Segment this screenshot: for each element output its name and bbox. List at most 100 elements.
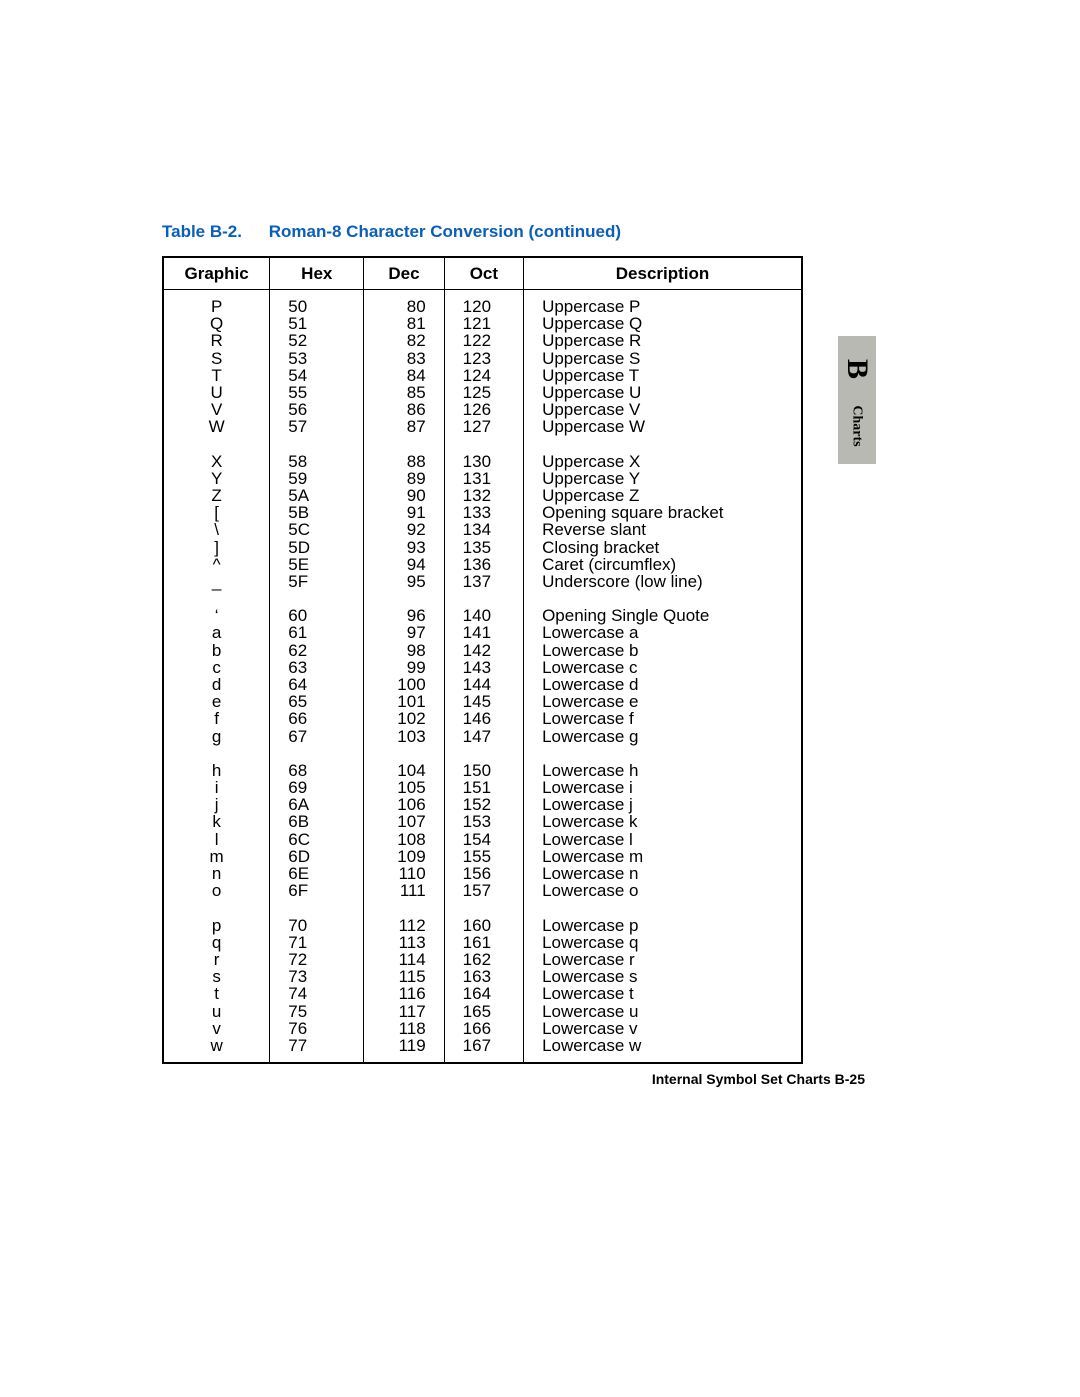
table-row: j6A106152Lowercase j bbox=[163, 796, 802, 813]
cell-oct: 141 bbox=[445, 624, 523, 641]
cell-desc: Lowercase t bbox=[524, 985, 801, 1002]
cell-graphic: j bbox=[164, 796, 269, 813]
cell-desc: Uppercase W bbox=[524, 418, 801, 435]
col-header-dec: Dec bbox=[364, 257, 444, 290]
cell-dec: 96 bbox=[364, 607, 443, 624]
cell-hex: 77 bbox=[270, 1037, 363, 1054]
side-tab-label: Charts bbox=[849, 405, 865, 446]
cell-graphic: _ bbox=[164, 573, 269, 590]
cell-oct: 166 bbox=[445, 1020, 523, 1037]
table-row: T5484124Uppercase T bbox=[163, 367, 802, 384]
table-row: m6D109155Lowercase m bbox=[163, 848, 802, 865]
cell-graphic: r bbox=[164, 951, 269, 968]
table-row: s73115163Lowercase s bbox=[163, 968, 802, 985]
cell-desc: Uppercase X bbox=[524, 453, 801, 470]
cell-dec: 101 bbox=[364, 693, 443, 710]
table-row: n6E110156Lowercase n bbox=[163, 865, 802, 882]
cell-graphic: V bbox=[164, 401, 269, 418]
table-row: Q5181121Uppercase Q bbox=[163, 315, 802, 332]
cell-dec: 117 bbox=[364, 1003, 443, 1020]
cell-hex: 54 bbox=[270, 367, 363, 384]
cell-graphic: Q bbox=[164, 315, 269, 332]
cell-graphic: ^ bbox=[164, 556, 269, 573]
cell-dec: 80 bbox=[364, 298, 443, 315]
table-row: V5686126Uppercase V bbox=[163, 401, 802, 418]
cell-dec: 116 bbox=[364, 985, 443, 1002]
cell-hex: 57 bbox=[270, 418, 363, 435]
table-header-row: Graphic Hex Dec Oct Description bbox=[163, 257, 802, 290]
cell-dec: 97 bbox=[364, 624, 443, 641]
cell-dec: 112 bbox=[364, 917, 443, 934]
table-row: Z5A90132Uppercase Z bbox=[163, 487, 802, 504]
cell-graphic: W bbox=[164, 418, 269, 435]
cell-graphic: a bbox=[164, 624, 269, 641]
cell-oct: 153 bbox=[445, 813, 523, 830]
cell-desc: Lowercase r bbox=[524, 951, 801, 968]
cell-desc: Lowercase u bbox=[524, 1003, 801, 1020]
cell-graphic: f bbox=[164, 710, 269, 727]
cell-hex: 5A bbox=[270, 487, 363, 504]
cell-dec: 109 bbox=[364, 848, 443, 865]
cell-oct: 163 bbox=[445, 968, 523, 985]
cell-hex: 6A bbox=[270, 796, 363, 813]
cell-desc: Lowercase f bbox=[524, 710, 801, 727]
table-row: c6399143Lowercase c bbox=[163, 659, 802, 676]
cell-desc: Reverse slant bbox=[524, 521, 801, 538]
cell-dec: 113 bbox=[364, 934, 443, 951]
table-row: p70112160Lowercase p bbox=[163, 917, 802, 934]
table-caption-title: Roman-8 Character Conversion (continued) bbox=[269, 222, 621, 241]
cell-desc: Lowercase g bbox=[524, 728, 801, 745]
cell-desc: Uppercase U bbox=[524, 384, 801, 401]
cell-dec: 102 bbox=[364, 710, 443, 727]
cell-desc: Lowercase b bbox=[524, 642, 801, 659]
table-row: a6197141Lowercase a bbox=[163, 624, 802, 641]
cell-oct: 143 bbox=[445, 659, 523, 676]
cell-oct: 121 bbox=[445, 315, 523, 332]
cell-dec: 119 bbox=[364, 1037, 443, 1054]
cell-hex: 70 bbox=[270, 917, 363, 934]
table-row: l6C108154Lowercase l bbox=[163, 831, 802, 848]
cell-oct: 161 bbox=[445, 934, 523, 951]
cell-desc: Lowercase v bbox=[524, 1020, 801, 1037]
table-row: i69105151Lowercase i bbox=[163, 779, 802, 796]
cell-oct: 144 bbox=[445, 676, 523, 693]
cell-dec: 100 bbox=[364, 676, 443, 693]
cell-dec: 83 bbox=[364, 350, 443, 367]
table-row: ^5E94136Caret (circumflex) bbox=[163, 556, 802, 573]
cell-graphic: c bbox=[164, 659, 269, 676]
cell-oct: 130 bbox=[445, 453, 523, 470]
table-row: e65101145Lowercase e bbox=[163, 693, 802, 710]
cell-dec: 108 bbox=[364, 831, 443, 848]
cell-dec: 87 bbox=[364, 418, 443, 435]
cell-hex: 6D bbox=[270, 848, 363, 865]
cell-hex: 5B bbox=[270, 504, 363, 521]
cell-oct: 140 bbox=[445, 607, 523, 624]
cell-hex: 64 bbox=[270, 676, 363, 693]
cell-dec: 84 bbox=[364, 367, 443, 384]
cell-oct: 136 bbox=[445, 556, 523, 573]
table-row: q71113161Lowercase q bbox=[163, 934, 802, 951]
cell-oct: 127 bbox=[445, 418, 523, 435]
cell-hex: 63 bbox=[270, 659, 363, 676]
conversion-table: Graphic Hex Dec Oct Description P5080120… bbox=[162, 256, 803, 1064]
cell-dec: 89 bbox=[364, 470, 443, 487]
cell-hex: 56 bbox=[270, 401, 363, 418]
table-body: P5080120Uppercase PQ5181121Uppercase QR5… bbox=[163, 290, 802, 1064]
cell-dec: 106 bbox=[364, 796, 443, 813]
cell-desc: Opening square bracket bbox=[524, 504, 801, 521]
cell-oct: 126 bbox=[445, 401, 523, 418]
cell-dec: 103 bbox=[364, 728, 443, 745]
cell-hex: 58 bbox=[270, 453, 363, 470]
cell-graphic: p bbox=[164, 917, 269, 934]
cell-graphic: i bbox=[164, 779, 269, 796]
cell-dec: 95 bbox=[364, 573, 443, 590]
cell-graphic: o bbox=[164, 882, 269, 899]
table-row: S5383123Uppercase S bbox=[163, 350, 802, 367]
col-header-hex: Hex bbox=[270, 257, 364, 290]
table-row: v76118166Lowercase v bbox=[163, 1020, 802, 1037]
cell-desc: Underscore (low line) bbox=[524, 573, 801, 590]
cell-graphic: X bbox=[164, 453, 269, 470]
cell-hex: 73 bbox=[270, 968, 363, 985]
cell-graphic: e bbox=[164, 693, 269, 710]
cell-desc: Lowercase n bbox=[524, 865, 801, 882]
